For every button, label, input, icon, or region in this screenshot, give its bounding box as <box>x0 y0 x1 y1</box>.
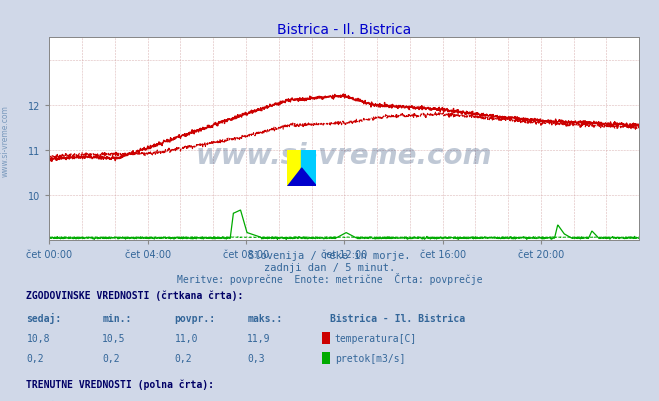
Text: 10,8: 10,8 <box>26 333 50 343</box>
Text: povpr.:: povpr.: <box>175 313 215 323</box>
Text: Meritve: povprečne  Enote: metrične  Črta: povprečje: Meritve: povprečne Enote: metrične Črta:… <box>177 273 482 285</box>
Text: ZGODOVINSKE VREDNOSTI (črtkana črta):: ZGODOVINSKE VREDNOSTI (črtkana črta): <box>26 290 244 301</box>
Polygon shape <box>287 168 302 186</box>
Polygon shape <box>302 150 316 186</box>
Polygon shape <box>302 168 316 186</box>
Text: 0,2: 0,2 <box>175 353 192 363</box>
Text: Slovenija / reke in morje.: Slovenija / reke in morje. <box>248 251 411 261</box>
Text: 11,9: 11,9 <box>247 333 271 343</box>
Text: 0,2: 0,2 <box>102 353 120 363</box>
Text: pretok[m3/s]: pretok[m3/s] <box>335 353 405 363</box>
Text: www.si-vreme.com: www.si-vreme.com <box>196 142 492 170</box>
Title: Bistrica - Il. Bistrica: Bistrica - Il. Bistrica <box>277 23 411 37</box>
Text: www.si-vreme.com: www.si-vreme.com <box>1 105 10 176</box>
Text: 0,3: 0,3 <box>247 353 265 363</box>
Text: maks.:: maks.: <box>247 313 282 323</box>
Text: Bistrica - Il. Bistrica: Bistrica - Il. Bistrica <box>330 313 465 323</box>
Text: sedaj:: sedaj: <box>26 400 61 401</box>
Text: 0,2: 0,2 <box>26 353 44 363</box>
Text: 10,5: 10,5 <box>102 333 126 343</box>
Text: zadnji dan / 5 minut.: zadnji dan / 5 minut. <box>264 263 395 273</box>
Polygon shape <box>287 150 302 186</box>
Text: TRENUTNE VREDNOSTI (polna črta):: TRENUTNE VREDNOSTI (polna črta): <box>26 379 214 389</box>
Text: sedaj:: sedaj: <box>26 312 61 323</box>
Text: 11,0: 11,0 <box>175 333 198 343</box>
Text: temperatura[C]: temperatura[C] <box>335 333 417 343</box>
Text: min.:: min.: <box>102 313 132 323</box>
